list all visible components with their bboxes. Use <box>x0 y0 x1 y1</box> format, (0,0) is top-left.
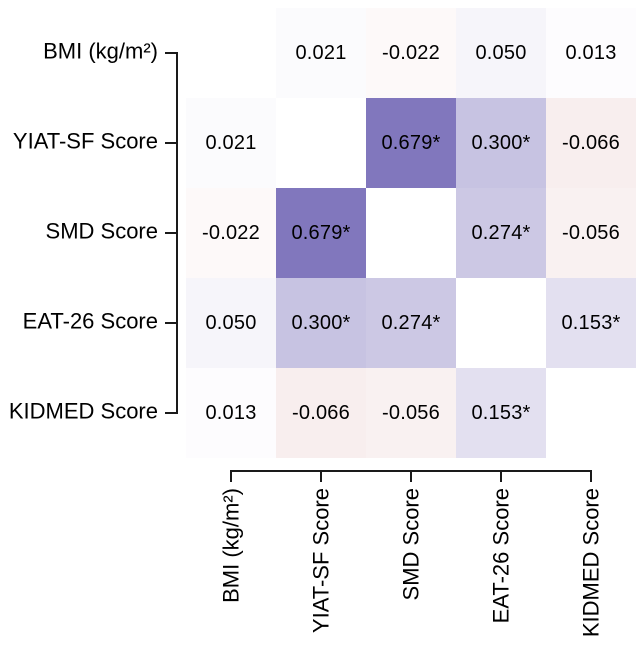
matrix-cell: 0.300* <box>276 278 366 368</box>
row-label: SMD Score <box>45 218 158 244</box>
matrix-cell: -0.056 <box>546 188 636 278</box>
cell-value: 0.300* <box>471 131 531 154</box>
row-label: YIAT-SF Score <box>12 128 158 154</box>
row-label: EAT-26 Score <box>22 308 158 334</box>
y-axis-tick <box>165 412 176 414</box>
matrix-cell: 0.021 <box>186 98 276 188</box>
matrix-cell: -0.022 <box>186 188 276 278</box>
cell-value: 0.153* <box>471 401 531 424</box>
cell-value: -0.066 <box>292 401 350 424</box>
x-axis-tick <box>230 470 232 482</box>
matrix-cell <box>186 8 276 98</box>
matrix-cell: 0.679* <box>276 188 366 278</box>
matrix-cell: 0.679* <box>366 98 456 188</box>
cell-value: -0.066 <box>562 131 620 154</box>
cell-value: 0.021 <box>205 131 257 154</box>
x-axis-tick <box>500 470 502 482</box>
cell-value: 0.013 <box>205 401 257 424</box>
matrix-cell: 0.050 <box>456 8 546 98</box>
cell-value: 0.050 <box>205 311 257 334</box>
cell-value: -0.056 <box>382 401 440 424</box>
matrix-cell: 0.153* <box>456 368 546 458</box>
col-label: EAT-26 Score <box>488 488 514 624</box>
matrix-cell: 0.153* <box>546 278 636 368</box>
matrix-cell: -0.056 <box>366 368 456 458</box>
matrix-cell <box>276 98 366 188</box>
matrix-cell: 0.274* <box>366 278 456 368</box>
row-label: BMI (kg/m²) <box>43 38 158 64</box>
x-axis-tick <box>410 470 412 482</box>
col-label: YIAT-SF Score <box>308 488 334 634</box>
x-axis-tick <box>320 470 322 482</box>
matrix-cell: 0.274* <box>456 188 546 278</box>
cell-value: -0.056 <box>562 221 620 244</box>
cell-value: 0.274* <box>381 311 441 334</box>
cell-value: 0.013 <box>565 41 617 64</box>
matrix-cell: -0.066 <box>546 98 636 188</box>
y-axis-tick <box>165 142 176 144</box>
cell-value: -0.022 <box>202 221 260 244</box>
cell-value: 0.021 <box>295 41 347 64</box>
cell-value: 0.300* <box>291 311 351 334</box>
cell-value: 0.050 <box>475 41 527 64</box>
y-axis-tick <box>165 322 176 324</box>
cell-value: 0.679* <box>291 221 351 244</box>
y-axis-line <box>176 52 178 414</box>
y-axis-tick <box>165 52 176 54</box>
matrix-cell: 0.021 <box>276 8 366 98</box>
col-label: SMD Score <box>398 488 424 601</box>
matrix-cell: -0.022 <box>366 8 456 98</box>
row-label: KIDMED Score <box>8 398 158 424</box>
cell-value: -0.022 <box>382 41 440 64</box>
matrix-cell: 0.013 <box>186 368 276 458</box>
matrix-cell: 0.050 <box>186 278 276 368</box>
y-axis-tick <box>165 232 176 234</box>
cell-value: 0.679* <box>381 131 441 154</box>
cell-value: 0.153* <box>561 311 621 334</box>
cell-value: 0.274* <box>471 221 531 244</box>
matrix-cell <box>456 278 546 368</box>
matrix-cell <box>366 188 456 278</box>
col-label: KIDMED Score <box>578 488 604 638</box>
matrix-cell: -0.066 <box>276 368 366 458</box>
matrix-cell: 0.300* <box>456 98 546 188</box>
x-axis-tick <box>590 470 592 482</box>
matrix-cell <box>546 368 636 458</box>
col-label: BMI (kg/m²) <box>218 488 244 603</box>
matrix-cell: 0.013 <box>546 8 636 98</box>
